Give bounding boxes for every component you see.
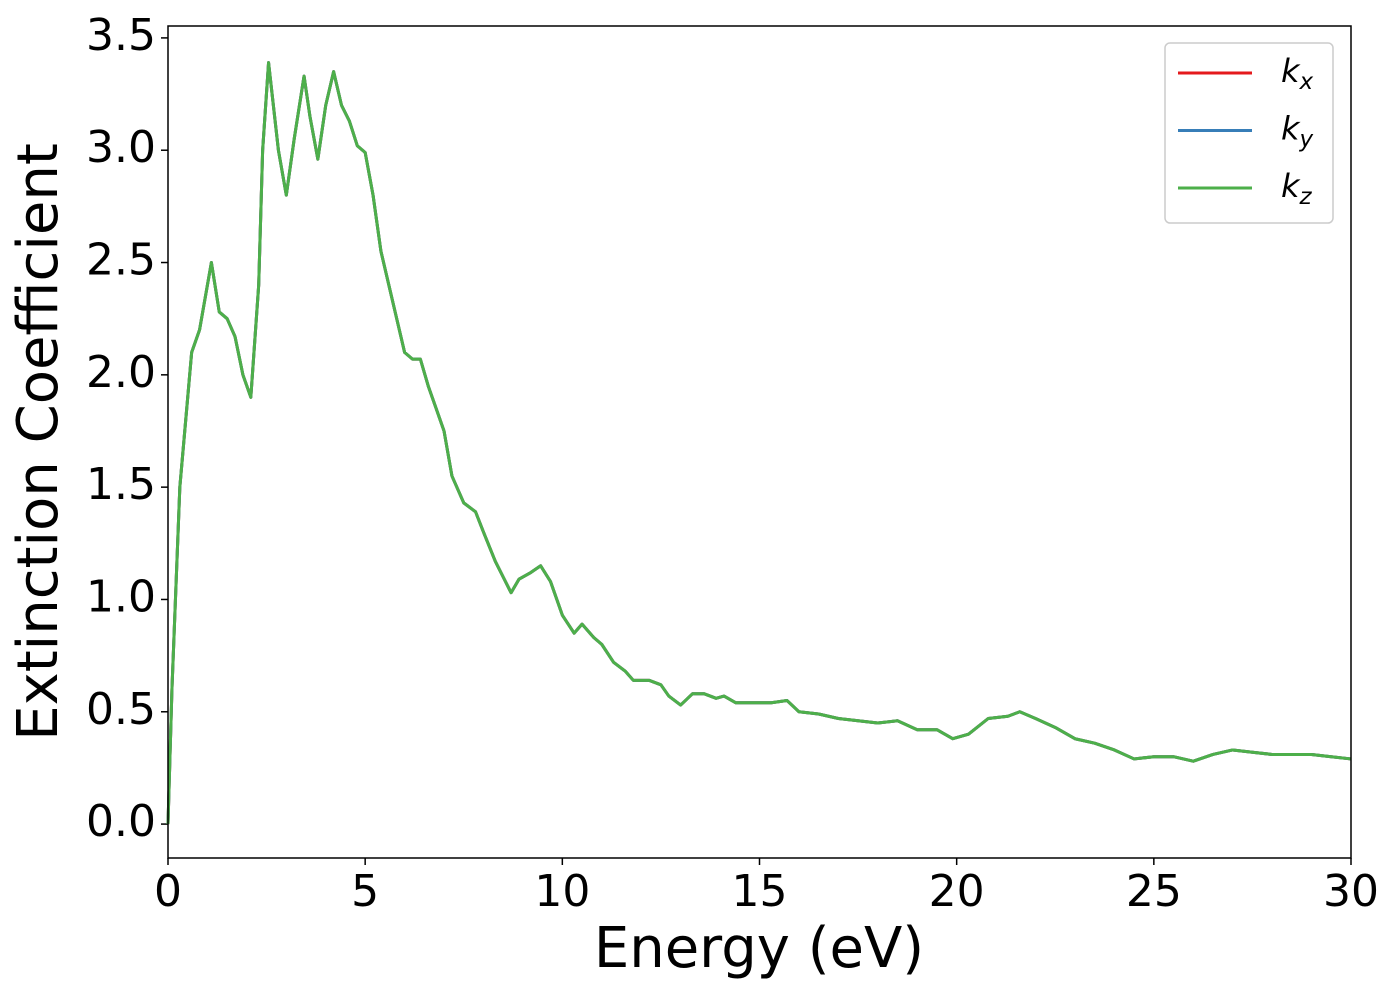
y-tick-label: 2.5 [86, 235, 156, 286]
y-tick-label: 1.0 [86, 571, 156, 622]
y-axis-title: Extinction Coefficient [6, 143, 71, 741]
x-tick-label: 25 [1126, 866, 1182, 917]
y-tick-label: 3.0 [86, 122, 156, 173]
legend-label: ky [1281, 110, 1314, 153]
legend-label: kx [1281, 52, 1314, 95]
data-line [166, 61, 1352, 825]
y-tick-label: 1.5 [86, 459, 156, 510]
y-tick-label: 3.5 [86, 10, 156, 61]
y-tick-label: 0.0 [86, 796, 156, 847]
x-axis-title: Energy (eV) [594, 916, 924, 981]
y-tick-label: 2.0 [86, 347, 156, 398]
x-tick-label: 5 [351, 866, 379, 917]
y-tick-label: 0.5 [86, 684, 156, 735]
legend-label: kz [1281, 167, 1313, 210]
x-tick-label: 30 [1323, 866, 1379, 917]
plot-frame [167, 25, 1352, 859]
x-tick-label: 0 [154, 866, 182, 917]
legend-box [1164, 42, 1334, 224]
x-tick-label: 15 [732, 866, 788, 917]
x-tick-label: 20 [929, 866, 985, 917]
x-tick-label: 10 [534, 866, 590, 917]
